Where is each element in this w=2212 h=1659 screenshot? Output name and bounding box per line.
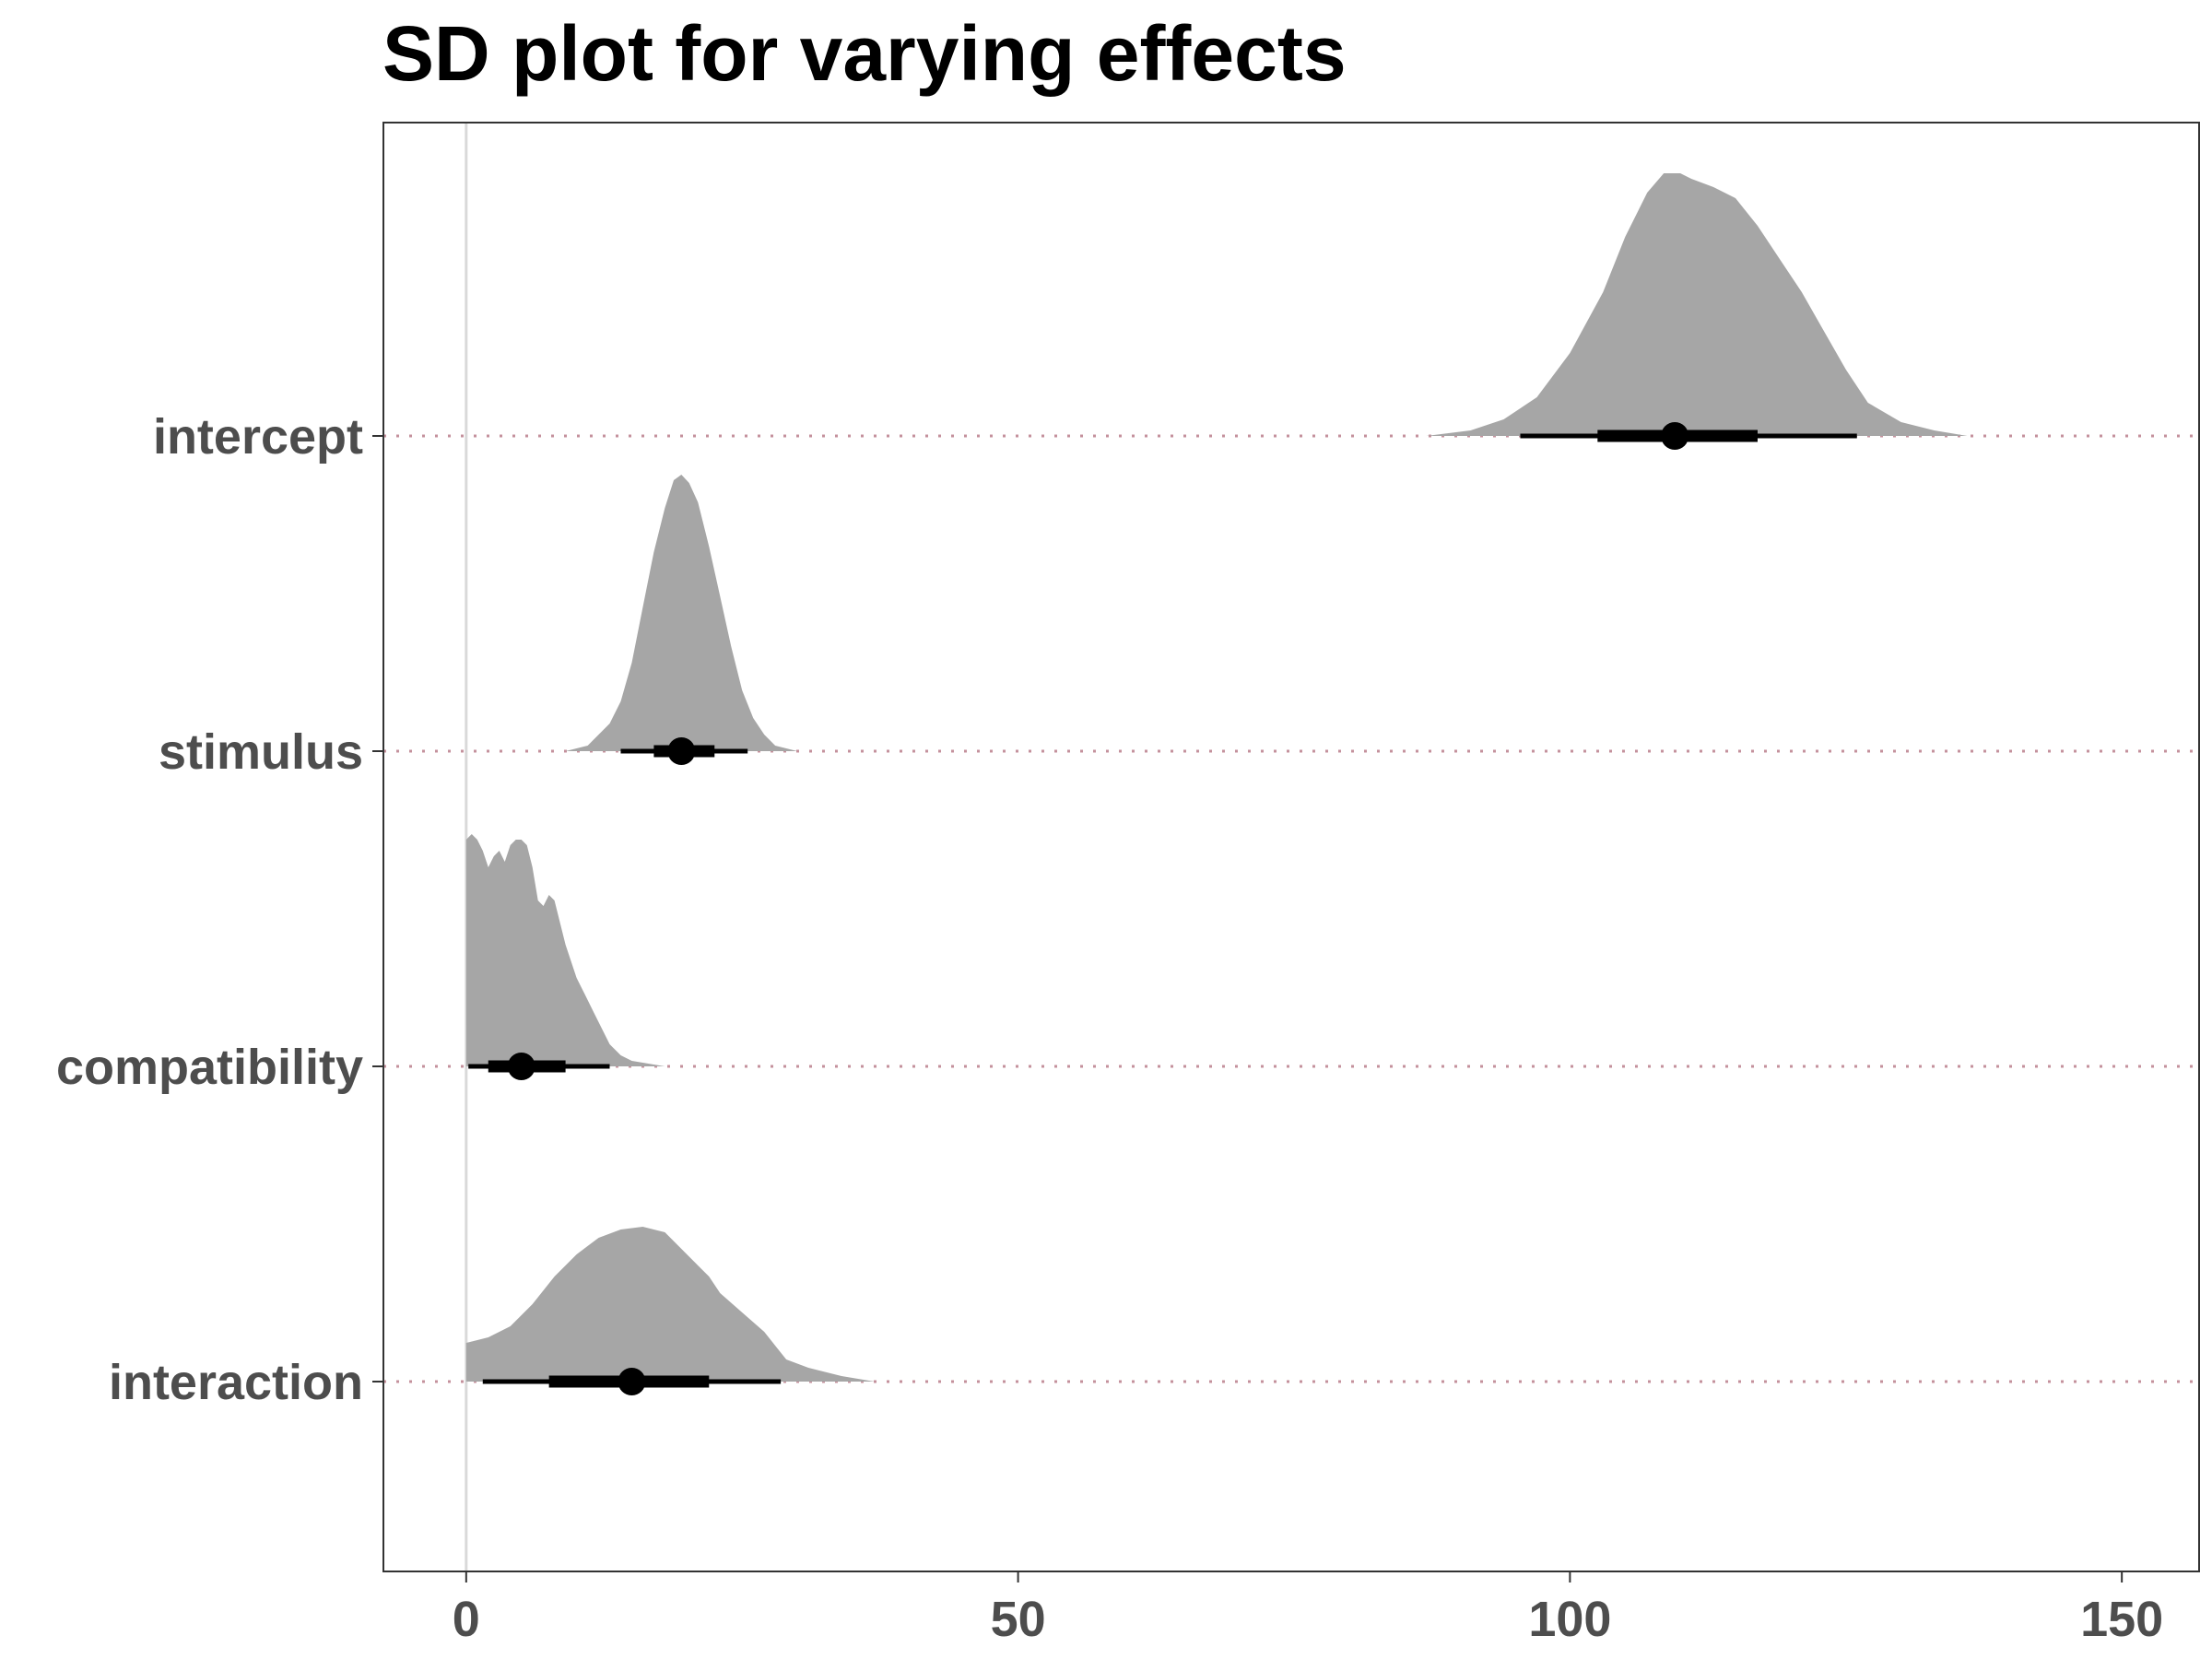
median-point-stimulus: [667, 737, 696, 765]
density-intercept: [1426, 173, 1968, 436]
y-tick-label-intercept: intercept: [153, 409, 363, 465]
density-stimulus: [565, 475, 798, 751]
x-tick-label-0: 0: [453, 1592, 480, 1647]
y-tick-label-compatibility: compatibility: [56, 1040, 363, 1095]
x-tick-label-50: 50: [991, 1592, 1046, 1647]
x-tick-label-100: 100: [1528, 1592, 1611, 1647]
density-compatibility: [465, 834, 665, 1066]
x-tick-label-150: 150: [2080, 1592, 2163, 1647]
plot-panel-border: [382, 122, 2200, 1572]
median-point-interaction: [618, 1368, 646, 1395]
chart-title: SD plot for varying effects: [382, 10, 1347, 97]
median-point-compatibility: [507, 1053, 535, 1080]
density-interaction: [465, 1227, 875, 1382]
median-point-intercept: [1661, 422, 1689, 450]
y-tick-label-interaction: interaction: [109, 1355, 363, 1410]
y-tick-label-stimulus: stimulus: [159, 724, 363, 780]
